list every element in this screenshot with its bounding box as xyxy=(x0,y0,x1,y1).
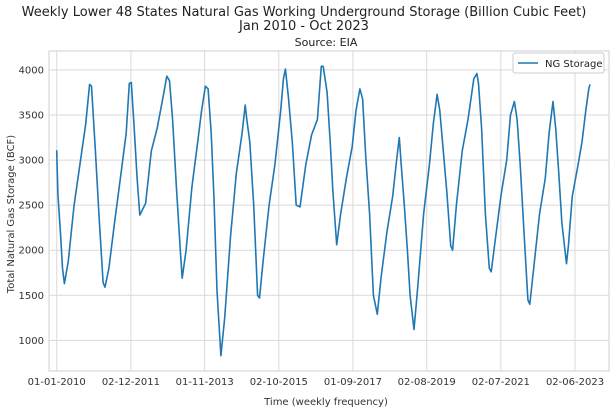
x-tick-label: 02-08-2019 xyxy=(398,377,456,388)
y-axis-ticks: 1000 1500 2000 2500 3000 3500 4000 xyxy=(19,65,44,346)
x-axis-label: Time (weekly frequency) xyxy=(263,397,388,408)
legend: NG Storage xyxy=(513,53,604,73)
y-tick-label: 3500 xyxy=(19,111,44,122)
y-tick-label: 2000 xyxy=(19,246,44,257)
y-tick-label: 1500 xyxy=(19,291,44,302)
y-tick-label: 1000 xyxy=(19,336,44,347)
x-tick-label: 01-09-2017 xyxy=(324,377,382,388)
x-tick-label: 02-06-2023 xyxy=(546,377,604,388)
y-tick-label: 2500 xyxy=(19,201,44,212)
x-tick-label: 01-11-2013 xyxy=(176,377,234,388)
x-tick-label: 01-01-2010 xyxy=(28,377,86,388)
x-axis-ticks: 01-01-2010 02-12-2011 01-11-2013 02-10-2015… xyxy=(28,377,604,388)
y-axis-label: Total Natural Gas Storage (BCF) xyxy=(6,135,17,294)
legend-label: NG Storage xyxy=(545,59,603,70)
chart-title-range: Jan 2010 - Oct 2023 xyxy=(238,19,369,34)
chart-title: Weekly Lower 48 States Natural Gas Worki… xyxy=(22,5,587,20)
ng-storage-series-line xyxy=(57,66,590,355)
x-tick-label: 02-10-2015 xyxy=(250,377,308,388)
x-tick-label: 02-12-2011 xyxy=(102,377,160,388)
y-tick-label: 3000 xyxy=(19,156,44,167)
chart-subtitle: Source: EIA xyxy=(295,36,358,49)
y-tick-label: 4000 xyxy=(19,65,44,76)
x-tick-label: 02-07-2021 xyxy=(472,377,530,388)
